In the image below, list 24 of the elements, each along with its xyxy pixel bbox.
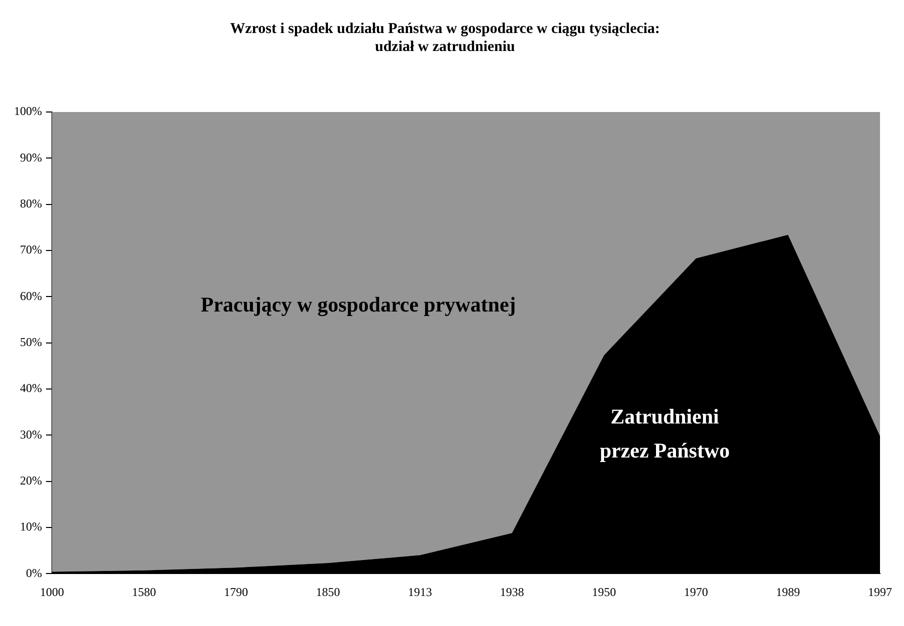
x-tick-label: 1790 — [224, 584, 248, 599]
y-tick-label: 100% — [14, 104, 42, 118]
x-tick-label: 1970 — [684, 584, 708, 599]
y-tick-label: 60% — [20, 288, 42, 303]
y-tick-label: 70% — [20, 242, 42, 257]
y-tick-label: 40% — [20, 381, 42, 396]
x-tick-label: 1850 — [316, 584, 340, 599]
chart-title: Wzrost i spadek udziału Państwa w gospodarce w ciągu tysiąclecia: udział w zatrudnieniu — [230, 20, 660, 55]
x-tick-label: 1938 — [500, 584, 524, 599]
x-tick-label: 1000 — [40, 584, 64, 599]
series-label: Zatrudnieni przez Państwo — [600, 404, 730, 463]
y-tick-label: 80% — [20, 196, 42, 210]
y-tick-label: 10% — [20, 520, 42, 534]
series-label: Pracujący w gospodarce prywatnej — [200, 292, 516, 316]
y-tick-label: 90% — [20, 150, 42, 164]
y-tick-label: 20% — [20, 473, 42, 488]
x-tick-label: 1997 — [868, 584, 892, 599]
y-tick-label: 30% — [20, 427, 42, 442]
y-tick-label: 0% — [26, 566, 42, 580]
y-tick-label: 50% — [20, 334, 42, 349]
x-tick-label: 1913 — [408, 584, 432, 599]
x-tick-label: 1950 — [592, 584, 616, 599]
x-tick-label: 1580 — [132, 584, 156, 599]
x-tick-label: 1989 — [776, 584, 800, 599]
